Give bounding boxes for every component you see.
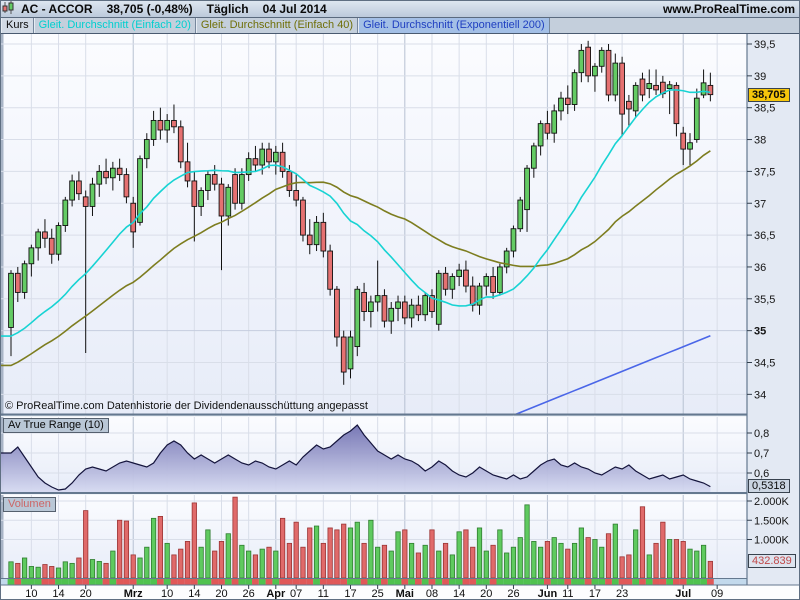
date-label: 04 Jul 2014	[262, 2, 327, 16]
atr-axis-label: 0,6	[754, 468, 769, 480]
x-axis-label: 10	[25, 588, 37, 600]
volume-indicator-label[interactable]: Volumen	[3, 497, 56, 512]
price-gridlines	[1, 43, 747, 540]
legend-ema200[interactable]: Gleit. Durchschnitt (Exponentiell 200)	[358, 18, 550, 33]
atr-value-badge: 0,5318	[748, 479, 790, 493]
x-axis-label: 20	[215, 588, 227, 600]
copyright-note: © ProRealTime.com Datenhistorie der Divi…	[5, 400, 368, 412]
price-axis-label: 36,5	[754, 230, 775, 242]
legend-bar: Kurs Gleit. Durchschnitt (Einfach 20) Gl…	[1, 18, 799, 34]
x-axis-label: Mrz	[124, 588, 143, 600]
x-axis-label: 17	[344, 588, 356, 600]
x-axis-label: 14	[188, 588, 200, 600]
symbol-name: AC - ACCOR	[21, 2, 93, 16]
volume-axis-label: 1.500K	[754, 515, 790, 527]
x-axis-label: 11	[318, 588, 329, 600]
x-axis-label: 14	[453, 588, 465, 600]
last-price-badge: 38,705	[748, 88, 790, 102]
timeframe-label: Täglich	[206, 2, 249, 16]
x-axis-label: Mai	[396, 588, 414, 600]
title-bar: AC - ACCOR 38,705 (-0,48%) Täglich 04 Ju…	[1, 1, 799, 18]
atr-axis-label: 0,7	[754, 448, 769, 460]
panel-backgrounds	[1, 34, 799, 599]
price-axis-label: 39	[754, 71, 766, 83]
x-axis-label: 23	[616, 588, 628, 600]
x-axis-label: 07	[290, 588, 302, 600]
x-axis-label: 26	[243, 588, 255, 600]
x-axis-label: 20	[480, 588, 492, 600]
legend-kurs[interactable]: Kurs	[1, 18, 34, 33]
atr-area	[1, 424, 711, 492]
website-url: www.ProRealTime.com	[662, 2, 795, 16]
x-axis-label: 20	[80, 588, 92, 600]
x-axis-label: 10	[161, 588, 173, 600]
price-axis-label: 38	[754, 135, 766, 147]
volume-axis-label: 1.000K	[754, 535, 790, 547]
sma40-line	[1, 150, 711, 367]
x-axis-label: 08	[426, 588, 438, 600]
legend-sma40[interactable]: Gleit. Durchschnitt (Einfach 40)	[195, 18, 359, 33]
price-axis-label: 34	[754, 389, 766, 401]
price-axis-label: 37	[754, 198, 766, 210]
volume-axis-label: 2.000K	[754, 496, 790, 508]
x-axis-label: 25	[372, 588, 384, 600]
x-axis-label: Jul	[675, 588, 691, 600]
sma20-line	[1, 89, 711, 337]
x-axis-label: 17	[589, 588, 601, 600]
last-quote: 38,705 (-0,48%)	[106, 2, 193, 16]
candles-layer	[8, 40, 714, 385]
price-axis-label: 37,5	[754, 166, 775, 178]
x-axis-label: 14	[52, 588, 64, 600]
atr-indicator-label[interactable]: Av True Range (10)	[3, 418, 109, 433]
price-axis-label: 35	[754, 326, 766, 338]
atr-axis-labels: 0,8 0,7 0,6	[747, 428, 769, 480]
legend-sma20[interactable]: Gleit. Durchschnitt (Einfach 20)	[33, 18, 196, 33]
price-axis-label: 38,5	[754, 103, 775, 115]
price-axis-label: 34,5	[754, 358, 775, 370]
x-axis: 10 14 20 Mrz 10 14 20 26 Apr 07 11 17 25 Mai 08 14 20 26 J…	[25, 585, 723, 600]
ema200-line	[514, 335, 711, 414]
price-axis-label: 39,5	[754, 39, 775, 51]
candle-direction-strip	[7, 579, 714, 585]
x-axis-label: Jun	[538, 588, 558, 600]
volume-axis-labels: 2.000K 1.500K 1.000K	[747, 496, 790, 547]
price-axis-label: 35,5	[754, 294, 775, 306]
price-axis-labels: 39,5 39 38,5 38 37,5 37 36,5 36 35,5 35 34,5 34	[747, 39, 775, 401]
price-axis-label: 36	[754, 262, 766, 274]
volume-value-badge: 432.839	[748, 554, 796, 568]
atr-axis-label: 0,8	[754, 428, 769, 440]
x-axis-label: Apr	[266, 588, 286, 600]
x-axis-label: 26	[507, 588, 519, 600]
x-axis-label: 09	[711, 588, 723, 600]
x-axis-label: 11	[562, 588, 573, 600]
panel-dividers	[1, 34, 799, 586]
